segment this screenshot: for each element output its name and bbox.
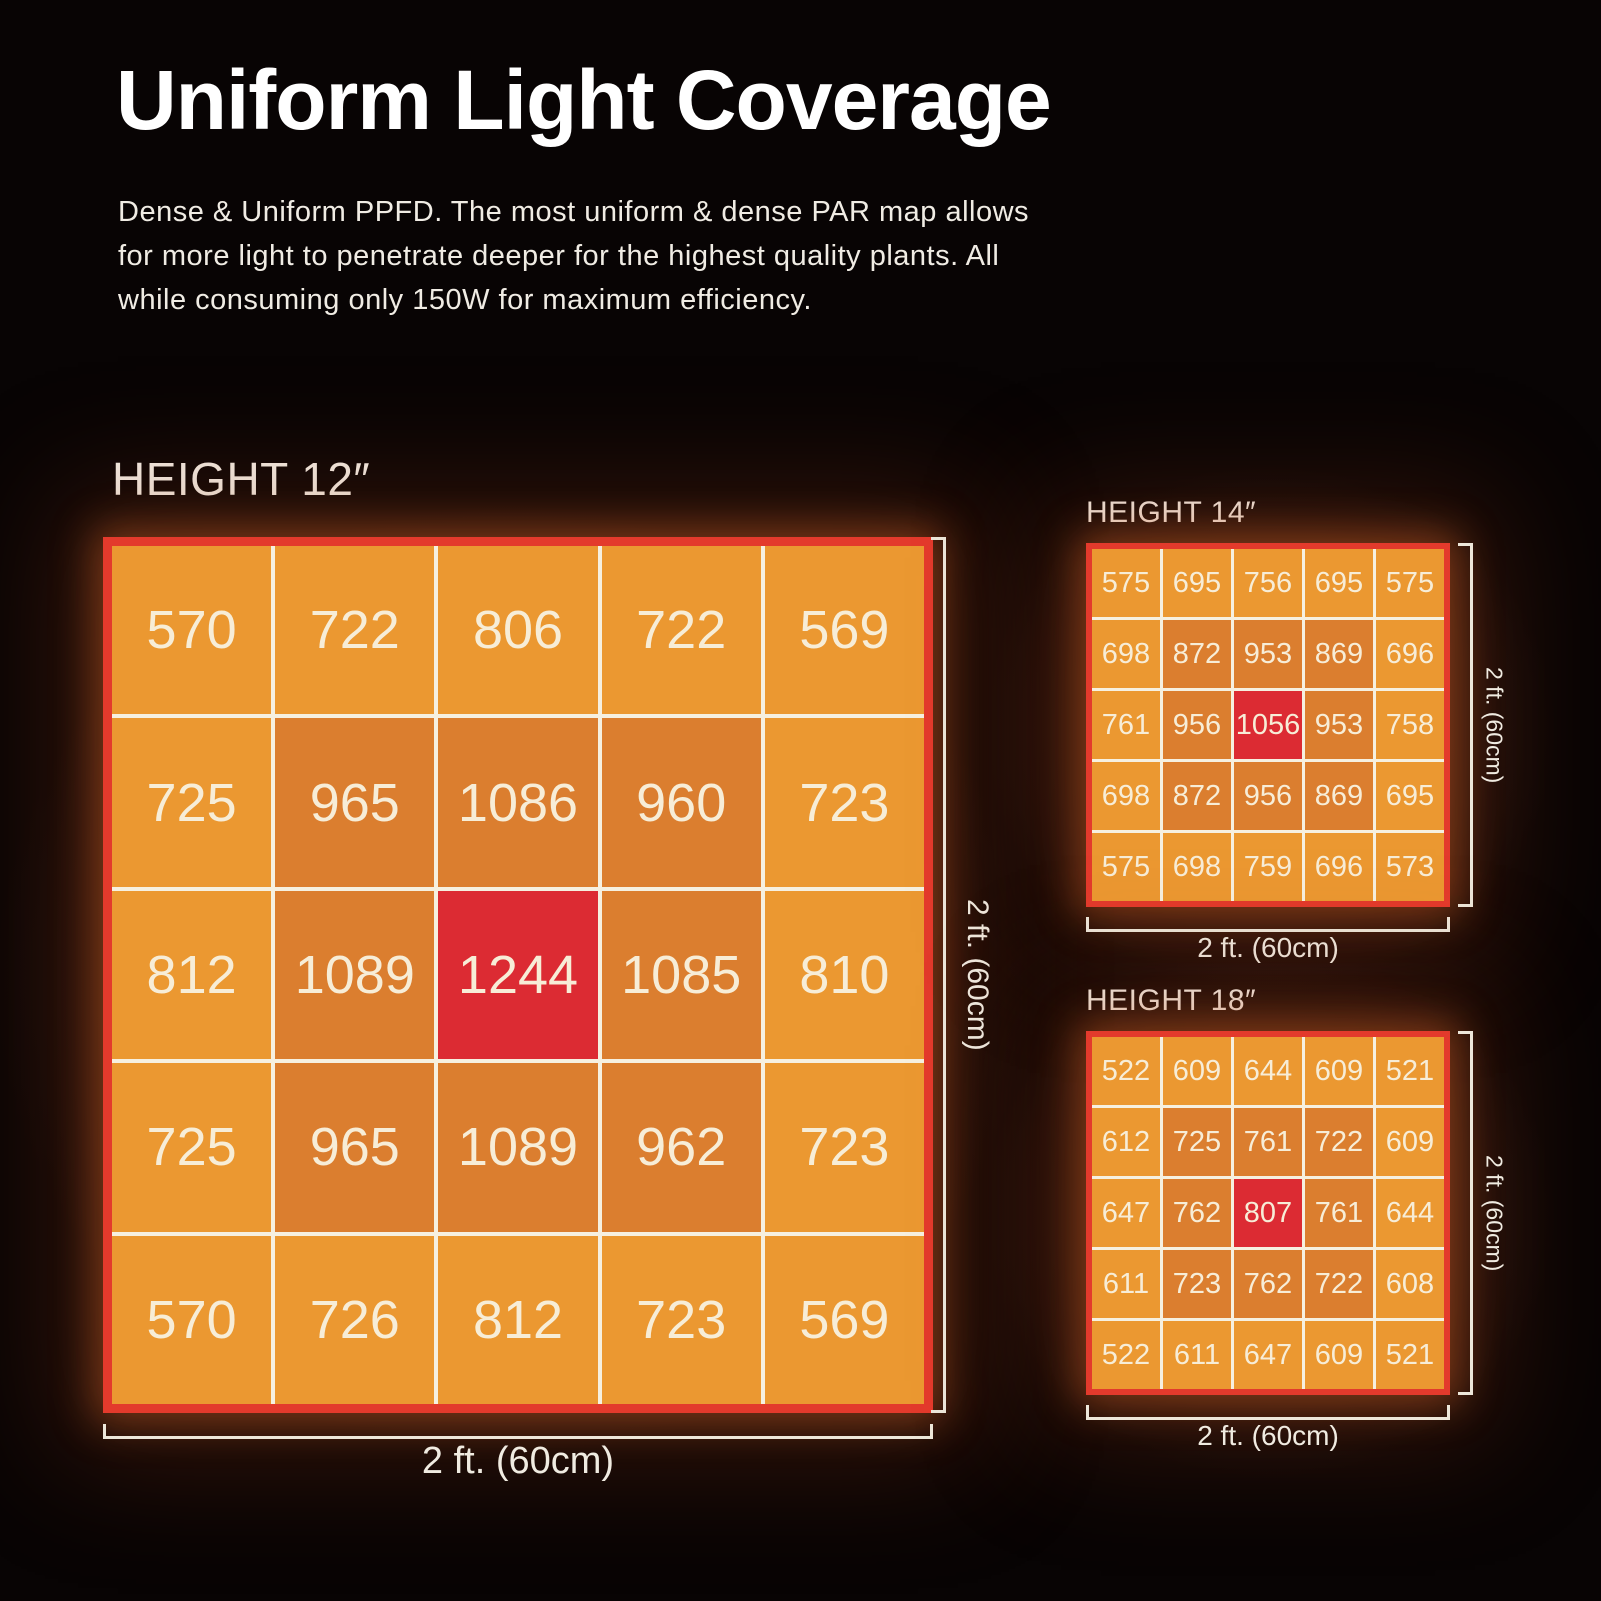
heatmap-cell: 609 <box>1376 1108 1444 1176</box>
heatmap-cell: 611 <box>1092 1250 1160 1318</box>
heatmap-cell: 723 <box>764 718 924 887</box>
heatmap-cell: 762 <box>1234 1250 1302 1318</box>
heatmap-cell: 1085 <box>601 890 761 1060</box>
heatmap-grid: 570 722 806 722 569 725 965 1086 960 723 812 1089 12… <box>103 537 933 1413</box>
heatmap-cell: 722 <box>275 546 435 715</box>
heatmap-cell: 695 <box>1305 549 1373 617</box>
heatmap-cell: 807 <box>1234 1179 1302 1247</box>
heatmap-cell: 869 <box>1305 620 1373 688</box>
description-line: while consuming only 150W for maximum ef… <box>118 284 812 316</box>
heatmap-cell: 569 <box>764 546 924 715</box>
width-dimension-label: 2 ft. (60cm) <box>421 1440 615 1482</box>
heatmap-cell: 644 <box>1234 1037 1302 1105</box>
heatmap-cell: 953 <box>1234 620 1302 688</box>
height-dimension-bracket <box>1458 543 1473 907</box>
heatmap-cell: 723 <box>601 1235 761 1404</box>
heatmap-cell: 761 <box>1234 1108 1302 1176</box>
heatmap-cell: 956 <box>1163 691 1231 759</box>
width-dimension-bracket <box>1086 917 1450 932</box>
description-line: for more light to penetrate deeper for t… <box>118 240 1000 272</box>
heatmap-cell: 726 <box>275 1235 435 1404</box>
heatmap-grid: 522 609 644 609 521 612 725 761 722 609 647 762 807 7… <box>1086 1031 1450 1395</box>
heatmap-cell: 575 <box>1092 833 1160 901</box>
page-description: Dense & Uniform PPFD. The most uniform &… <box>118 190 1029 322</box>
width-dimension-bracket <box>103 1424 933 1439</box>
heatmap-cell: 575 <box>1092 549 1160 617</box>
height-dimension-bracket <box>1458 1031 1473 1395</box>
heatmap-cell: 806 <box>438 546 598 715</box>
heatmap-cell: 521 <box>1376 1321 1444 1389</box>
heatmap-cell: 761 <box>1305 1179 1373 1247</box>
heatmap-cell: 573 <box>1376 833 1444 901</box>
heatmap-cell: 609 <box>1163 1037 1231 1105</box>
heatmap-cell: 1089 <box>275 890 435 1060</box>
heatmap-cell: 953 <box>1305 691 1373 759</box>
width-dimension-label: 2 ft. (60cm) <box>1197 1420 1339 1451</box>
heatmap-cell: 722 <box>1305 1250 1373 1318</box>
heatmap-cell: 522 <box>1092 1037 1160 1105</box>
heatmap-cell: 609 <box>1305 1037 1373 1105</box>
height-dimension-label: 2 ft. (60cm) <box>1481 666 1508 784</box>
heatmap-cell: 723 <box>1163 1250 1231 1318</box>
heatmap-cell: 522 <box>1092 1321 1160 1389</box>
width-dimension-bracket <box>1086 1405 1450 1420</box>
heatmap-cell: 722 <box>601 546 761 715</box>
heatmap-cell: 696 <box>1376 620 1444 688</box>
heatmap-cell: 758 <box>1376 691 1444 759</box>
heatmap-cell: 570 <box>112 1235 272 1404</box>
heatmap-title: HEIGHT 12″ <box>112 453 371 505</box>
heatmap-cell: 647 <box>1234 1321 1302 1389</box>
heatmap-cell: 869 <box>1305 762 1373 830</box>
heatmap-cell: 956 <box>1234 762 1302 830</box>
heatmap-cell: 612 <box>1092 1108 1160 1176</box>
heatmap-cell: 810 <box>764 890 924 1060</box>
heatmap-cell: 722 <box>1305 1108 1373 1176</box>
heatmap-cell: 872 <box>1163 620 1231 688</box>
heatmap-cell: 698 <box>1092 762 1160 830</box>
heatmap-cell: 962 <box>601 1063 761 1232</box>
height-dimension-label: 2 ft. (60cm) <box>1481 1154 1508 1272</box>
width-dimension-label: 2 ft. (60cm) <box>1197 932 1339 963</box>
description-line: Dense & Uniform PPFD. The most uniform &… <box>118 196 1030 228</box>
heatmap-cell: 725 <box>112 718 272 887</box>
heatmap-cell: 609 <box>1305 1321 1373 1389</box>
heatmap-cell: 647 <box>1092 1179 1160 1247</box>
heatmap-title: HEIGHT 14″ <box>1086 496 1257 529</box>
heatmap-cell: 696 <box>1305 833 1373 901</box>
height-dimension-label: 2 ft. (60cm) <box>961 899 994 1051</box>
page-title: Uniform Light Coverage <box>116 53 1052 147</box>
heatmap-cell: 611 <box>1163 1321 1231 1389</box>
heatmap-cell: 723 <box>764 1063 924 1232</box>
heatmap-cell: 521 <box>1376 1037 1444 1105</box>
heatmap-cell: 756 <box>1234 549 1302 617</box>
heatmap-cell: 695 <box>1376 762 1444 830</box>
heatmap-cell: 695 <box>1163 549 1231 617</box>
heatmap-cell: 965 <box>275 1063 435 1232</box>
heatmap-cell: 1086 <box>438 718 598 887</box>
heatmap-cell: 570 <box>112 546 272 715</box>
heatmap-cell: 644 <box>1376 1179 1444 1247</box>
heatmap-cell: 812 <box>438 1235 598 1404</box>
height-dimension-bracket <box>931 537 946 1413</box>
heatmap-cell: 872 <box>1163 762 1231 830</box>
heatmap-cell: 569 <box>764 1235 924 1404</box>
heatmap-cell: 1244 <box>438 890 598 1060</box>
heatmap-grid: 575 695 756 695 575 698 872 953 869 696 761 956 1056… <box>1086 543 1450 907</box>
heatmap-cell: 608 <box>1376 1250 1444 1318</box>
heatmap-cell: 575 <box>1376 549 1444 617</box>
heatmap-cell: 1056 <box>1234 691 1302 759</box>
heatmap-cell: 698 <box>1163 833 1231 901</box>
heatmap-cell: 698 <box>1092 620 1160 688</box>
heatmap-cell: 725 <box>1163 1108 1231 1176</box>
heatmap-cell: 965 <box>275 718 435 887</box>
heatmap-cell: 1089 <box>438 1063 598 1232</box>
heatmap-cell: 762 <box>1163 1179 1231 1247</box>
heatmap-cell: 725 <box>112 1063 272 1232</box>
heatmap-cell: 759 <box>1234 833 1302 901</box>
heatmap-cell: 761 <box>1092 691 1160 759</box>
heatmap-title: HEIGHT 18″ <box>1086 984 1257 1017</box>
heatmap-cell: 812 <box>112 890 272 1060</box>
heatmap-cell: 960 <box>601 718 761 887</box>
